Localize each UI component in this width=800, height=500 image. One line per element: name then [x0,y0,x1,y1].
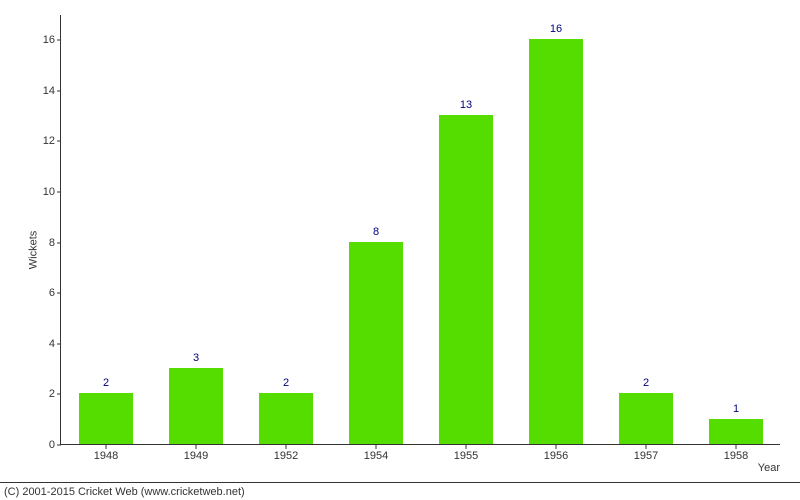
bar-value-label: 13 [460,99,472,115]
footer-divider [0,482,800,483]
y-tick-mark [57,394,61,395]
bar: 13 [439,115,493,444]
x-tick-mark [106,445,107,449]
bar: 2 [619,393,673,444]
y-tick-mark [57,40,61,41]
x-tick-mark [556,445,557,449]
y-tick-mark [57,242,61,243]
y-tick-mark [57,141,61,142]
bar: 2 [79,393,133,444]
copyright-text: (C) 2001-2015 Cricket Web (www.cricketwe… [4,486,245,498]
x-tick-mark [646,445,647,449]
bar-value-label: 16 [550,23,562,39]
bar: 3 [169,368,223,444]
y-tick-mark [57,192,61,193]
x-tick-mark [466,445,467,449]
plot-area: 0246810121416194821949319522195481955131… [60,15,780,445]
x-tick-mark [286,445,287,449]
y-axis-label: Wickets [27,231,39,270]
x-tick-mark [736,445,737,449]
y-tick-mark [57,90,61,91]
bar-value-label: 1 [733,403,739,419]
y-tick-mark [57,343,61,344]
y-tick-mark [57,293,61,294]
bar-value-label: 3 [193,352,199,368]
bar-value-label: 2 [283,377,289,393]
chart-container: Wickets 02468101214161948219493195221954… [0,0,800,500]
bar-value-label: 2 [103,377,109,393]
x-axis-label: Year [758,462,780,474]
x-tick-mark [376,445,377,449]
bar: 16 [529,39,583,444]
bar-value-label: 2 [643,377,649,393]
x-tick-mark [196,445,197,449]
bar-value-label: 8 [373,226,379,242]
y-tick-mark [57,445,61,446]
bar: 2 [259,393,313,444]
bar: 1 [709,419,763,444]
bar: 8 [349,242,403,444]
